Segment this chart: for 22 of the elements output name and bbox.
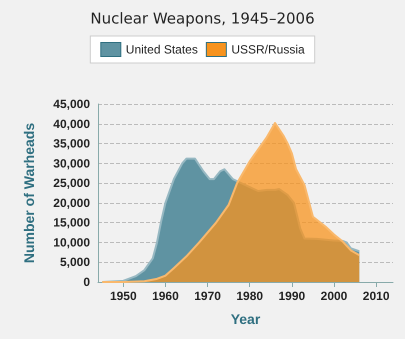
y-tick-label: 35,000 [53,136,90,151]
y-tick-label: 25,000 [53,176,90,190]
y-tick-label: 0 [83,275,90,289]
y-tick-label: 5,000 [60,255,90,270]
x-tick-label: 2000 [320,289,348,303]
x-axis-title: Year [230,311,261,327]
y-tick-label: 20,000 [53,196,90,210]
chart-title: Nuclear Weapons, 1945–2006 [90,10,315,28]
legend-label: USSR/Russia [231,42,306,56]
y-tick-label: 40,000 [53,116,90,131]
y-axis-title: Number of Warheads [21,122,37,264]
x-tick-label: 1970 [194,289,222,303]
x-tick-label: 1980 [236,289,264,303]
y-tick-label: 10,000 [53,235,90,250]
y-tick-label: 15,000 [53,216,90,230]
legend-label: United States [126,42,198,56]
x-tick-label: 1950 [110,289,137,303]
x-tick-label: 2010 [362,289,390,303]
x-tick-label: 1990 [278,289,306,303]
y-tick-label: 30,000 [53,156,90,170]
y-tick-label: 45,000 [53,97,90,111]
x-tick-label: 1960 [152,289,180,303]
